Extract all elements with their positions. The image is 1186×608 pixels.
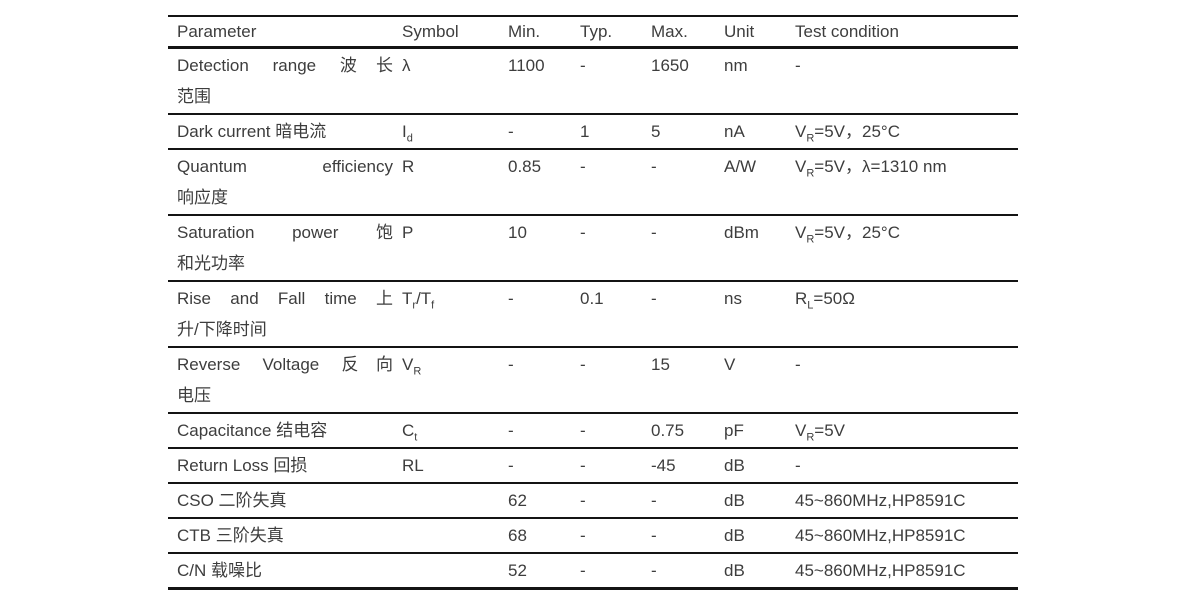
table-row: Capacitance 结电容 Ct - - 0.75 pF VR=5V [168,413,1018,448]
cell-symbol: Ct [402,421,418,444]
cell-typ: - [580,491,586,510]
cell-parameter: Return Loss 回损 [177,456,308,475]
table-row: Quantum efficiency 响应度 R 0.85 - - A/W VR=5V，λ=1… [168,149,1018,215]
table-row: C/N 载噪比 52 - - dB 45~860MHz,HP8591C [168,553,1018,589]
cell-unit: dBm [724,223,759,242]
cell-max: - [651,223,657,242]
cell-max: 0.75 [651,421,685,440]
cell-unit: dB [724,456,745,475]
spec-table: Parameter Symbol Min. Typ. Max. Unit Tes… [168,15,1018,590]
header-row: Parameter Symbol Min. Typ. Max. Unit Tes… [168,16,1018,49]
cell-min: - [508,355,514,374]
cell-min: 1100 [508,56,545,75]
spec-table-body: Detection range 波长 范围 λ 1100-1650 nm - Dark cu… [168,48,1018,589]
cell-max: - [651,157,657,176]
table-row: Saturation power 饱和光功率 P 10 - - dBm VR=5V，25°C [168,215,1018,281]
cell-typ: - [580,157,586,176]
cell-symbol: RL [402,456,424,475]
column-header-symbol: Symbol [393,16,499,49]
column-header-test-condition: Test condition [786,16,1018,49]
cell-unit: ns [724,289,742,308]
cell-max: 15 [651,355,670,374]
column-header-unit: Unit [715,16,786,49]
cell-unit: nm [724,56,748,75]
cell-condition: VR=5V [795,421,846,444]
cell-parameter: Rise and Fall time 上升/下降时间 [177,289,393,339]
cell-condition: - [795,56,801,75]
spec-table-header: Parameter Symbol Min. Typ. Max. Unit Tes… [168,16,1018,49]
cell-min: - [508,122,514,141]
cell-typ: 0.1 [580,289,604,308]
cell-symbol: Id [402,122,413,145]
table-row: Detection range 波长 范围 λ 1100 - 1650 nm - [168,48,1018,114]
column-header-parameter: Parameter [168,16,393,49]
cell-typ: - [580,223,586,242]
cell-typ: - [580,456,586,475]
cell-min: 62 [508,491,527,510]
cell-unit: dB [724,491,745,510]
cell-symbol: P [402,223,414,242]
cell-unit: dB [724,526,745,545]
table-row: Rise and Fall time 上升/下降时间 Tr/Tf - 0.1 - ns RL… [168,281,1018,347]
cell-parameter: Dark current 暗电流 [177,122,327,141]
cell-symbol: R [402,157,415,176]
cell-parameter: C/N 载噪比 [177,561,262,580]
cell-unit: pF [724,421,744,440]
cell-max: - [651,561,657,580]
cell-max: 1650 [651,56,689,75]
cell-max: - [651,491,657,510]
cell-condition: 45~860MHz,HP8591C [795,526,966,545]
table-row: Reverse Voltage 反向 电压 VR - - 15 V - [168,347,1018,413]
cell-parameter: Capacitance 结电容 [177,421,328,440]
cell-unit: nA [724,122,745,141]
cell-condition: VR=5V，25°C [795,223,901,246]
cell-parameter: Quantum efficiency 响应度 [177,157,393,207]
table-row: Return Loss 回损 RL - - -45 dB - [168,448,1018,483]
cell-symbol: λ [402,56,411,75]
cell-typ: - [580,421,586,440]
cell-symbol: VR [402,355,422,378]
cell-min: 52 [508,561,527,580]
cell-condition: - [795,456,801,475]
cell-typ: - [580,56,586,75]
cell-max: - [651,289,657,308]
table-row: CTB 三阶失真 68 - - dB 45~860MHz,HP8591C [168,518,1018,553]
cell-max: - [651,526,657,545]
cell-condition: VR=5V，25°C [795,122,901,145]
cell-typ: - [580,355,586,374]
cell-condition: VR=5V，λ=1310 nm [795,157,947,180]
cell-symbol [393,518,499,553]
cell-parameter: Saturation power 饱和光功率 [177,223,393,273]
column-header-min: Min. [499,16,571,49]
cell-min: - [508,456,514,475]
column-header-max: Max. [642,16,715,49]
cell-condition: - [795,355,801,374]
cell-min: 68 [508,526,527,545]
cell-min: 10 [508,223,527,242]
cell-parameter: Detection range 波长 范围 [177,56,393,106]
cell-max: -45 [651,456,676,475]
cell-parameter: CSO 二阶失真 [177,491,287,510]
cell-typ: - [580,561,586,580]
cell-condition: 45~860MHz,HP8591C [795,561,966,580]
table-row: CSO 二阶失真 62 - - dB 45~860MHz,HP8591C [168,483,1018,518]
cell-typ: - [580,526,586,545]
cell-condition: RL=50Ω [795,289,855,312]
cell-max: 5 [651,122,661,141]
cell-symbol [393,553,499,589]
cell-parameter: Reverse Voltage 反向 电压 [177,355,393,405]
cell-min: - [508,421,514,440]
cell-symbol [393,483,499,518]
cell-unit: A/W [724,157,757,176]
cell-condition: 45~860MHz,HP8591C [795,491,966,510]
cell-unit: V [724,355,736,374]
cell-typ: 1 [580,122,590,141]
cell-min: - [508,289,514,308]
cell-unit: dB [724,561,745,580]
cell-parameter: CTB 三阶失真 [177,526,284,545]
column-header-typ: Typ. [571,16,642,49]
cell-symbol: Tr/Tf [402,289,435,312]
table-row: Dark current 暗电流 Id - 1 5 nA VR=5V，25°C [168,114,1018,149]
cell-min: 0.85 [508,157,542,176]
